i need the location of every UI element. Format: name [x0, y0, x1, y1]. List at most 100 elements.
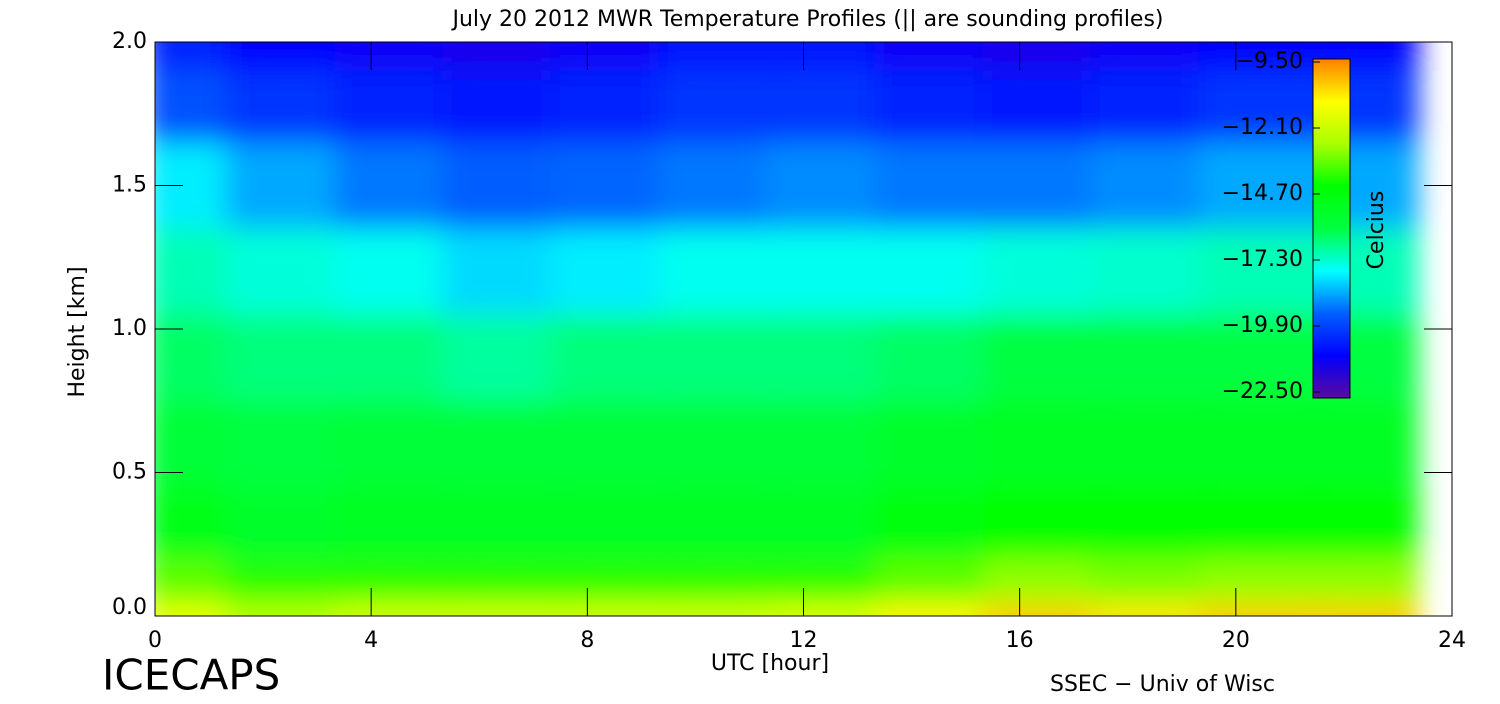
- heat-cell: [766, 228, 895, 315]
- heat-cell: [1198, 228, 1327, 315]
- heat-cell: [226, 70, 355, 143]
- heat-cell: [766, 601, 895, 616]
- colorbar-tick-label: −19.90: [1222, 313, 1303, 338]
- heat-cell: [550, 70, 679, 143]
- heat-cell: [982, 70, 1111, 143]
- heat-cell: [766, 42, 895, 71]
- heat-cell: [658, 486, 787, 559]
- heat-cell: [1306, 558, 1419, 602]
- y-tick-label: 0.5: [112, 460, 147, 485]
- heat-cell: [766, 486, 895, 559]
- heat-cell: [982, 142, 1111, 229]
- y-tick-label: 1.0: [112, 316, 147, 341]
- x-axis-label: UTC [hour]: [711, 651, 829, 676]
- heat-cell: [1090, 70, 1219, 143]
- heat-cell: [1198, 314, 1327, 401]
- heat-cell: [874, 142, 1003, 229]
- heat-cell: [874, 601, 1003, 616]
- heat-cell: [1306, 601, 1419, 616]
- heat-cell: [226, 601, 355, 616]
- heat-cell: [1198, 142, 1327, 229]
- heat-cell: [658, 314, 787, 401]
- heat-cell: [442, 142, 571, 229]
- heat-cell: [1090, 400, 1219, 487]
- heat-cell: [1090, 601, 1219, 616]
- y-tick-label: 1.5: [112, 173, 147, 198]
- heat-cell: [442, 314, 571, 401]
- heat-cell: [334, 228, 463, 315]
- heat-cell: [766, 558, 895, 602]
- heat-cell: [226, 42, 355, 71]
- heat-cell: [1090, 142, 1219, 229]
- colorbar: [1312, 58, 1351, 399]
- heat-cell: [1090, 486, 1219, 559]
- heat-cell: [334, 142, 463, 229]
- heat-cell: [982, 42, 1111, 71]
- heat-cell: [1198, 558, 1327, 602]
- heat-cell: [334, 314, 463, 401]
- heat-cell: [226, 558, 355, 602]
- heat-cell: [226, 400, 355, 487]
- heat-cell: [658, 142, 787, 229]
- heat-cell: [442, 558, 571, 602]
- colorbar-label: Celcius: [1364, 191, 1389, 270]
- heat-cell: [1306, 486, 1419, 559]
- heat-cell: [1090, 314, 1219, 401]
- heat-cell: [1198, 70, 1327, 143]
- heat-cell: [226, 314, 355, 401]
- footer-right: SSEC − Univ of Wisc: [1050, 672, 1275, 697]
- y-axis-label: Height [km]: [65, 266, 90, 397]
- heat-cell: [550, 142, 679, 229]
- heat-cell: [766, 314, 895, 401]
- heat-cell: [1198, 400, 1327, 487]
- heat-cell: [334, 558, 463, 602]
- heat-cell: [550, 400, 679, 487]
- heat-cell: [982, 486, 1111, 559]
- heat-cell: [1090, 558, 1219, 602]
- heat-cell: [658, 558, 787, 602]
- heat-cell: [334, 70, 463, 143]
- colorbar-tick-label: −17.30: [1222, 247, 1303, 272]
- heat-cell: [442, 42, 571, 71]
- heat-cell: [334, 42, 463, 71]
- heat-cell: [550, 42, 679, 71]
- heat-cell: [982, 558, 1111, 602]
- x-tick-label: 8: [580, 628, 594, 653]
- heat-cell: [550, 558, 679, 602]
- heat-cell: [766, 400, 895, 487]
- x-tick-label: 12: [790, 628, 818, 653]
- heat-cell: [442, 400, 571, 487]
- heat-cell: [550, 486, 679, 559]
- heat-cell: [155, 601, 247, 616]
- heat-cell: [1198, 42, 1327, 71]
- heat-cell: [226, 486, 355, 559]
- heat-cell: [658, 228, 787, 315]
- colorbar-tick-label: −14.70: [1222, 181, 1303, 206]
- heat-cell: [766, 142, 895, 229]
- heat-cell: [982, 314, 1111, 401]
- heat-cell: [658, 42, 787, 71]
- heat-cell: [1198, 486, 1327, 559]
- footer-left: ICECAPS: [102, 651, 280, 700]
- heat-cell: [658, 601, 787, 616]
- heat-cell: [226, 142, 355, 229]
- colorbar-tick-label: −22.50: [1222, 379, 1303, 404]
- heat-cell: [982, 228, 1111, 315]
- heatmap: [155, 42, 1419, 616]
- heat-cell: [442, 228, 571, 315]
- heat-cell: [874, 314, 1003, 401]
- x-tick-label: 4: [364, 628, 378, 653]
- x-tick-label: 16: [1006, 628, 1034, 653]
- heat-cell: [982, 601, 1111, 616]
- heat-cell: [334, 601, 463, 616]
- heat-cell: [874, 70, 1003, 143]
- y-tick-label: 2.0: [112, 29, 147, 54]
- heat-cell: [1090, 42, 1219, 71]
- heat-cell: [226, 228, 355, 315]
- heat-cell: [766, 70, 895, 143]
- heat-cell: [1090, 228, 1219, 315]
- colorbar-tick-label: −12.10: [1222, 115, 1303, 140]
- heat-cell: [874, 400, 1003, 487]
- heat-cell: [550, 314, 679, 401]
